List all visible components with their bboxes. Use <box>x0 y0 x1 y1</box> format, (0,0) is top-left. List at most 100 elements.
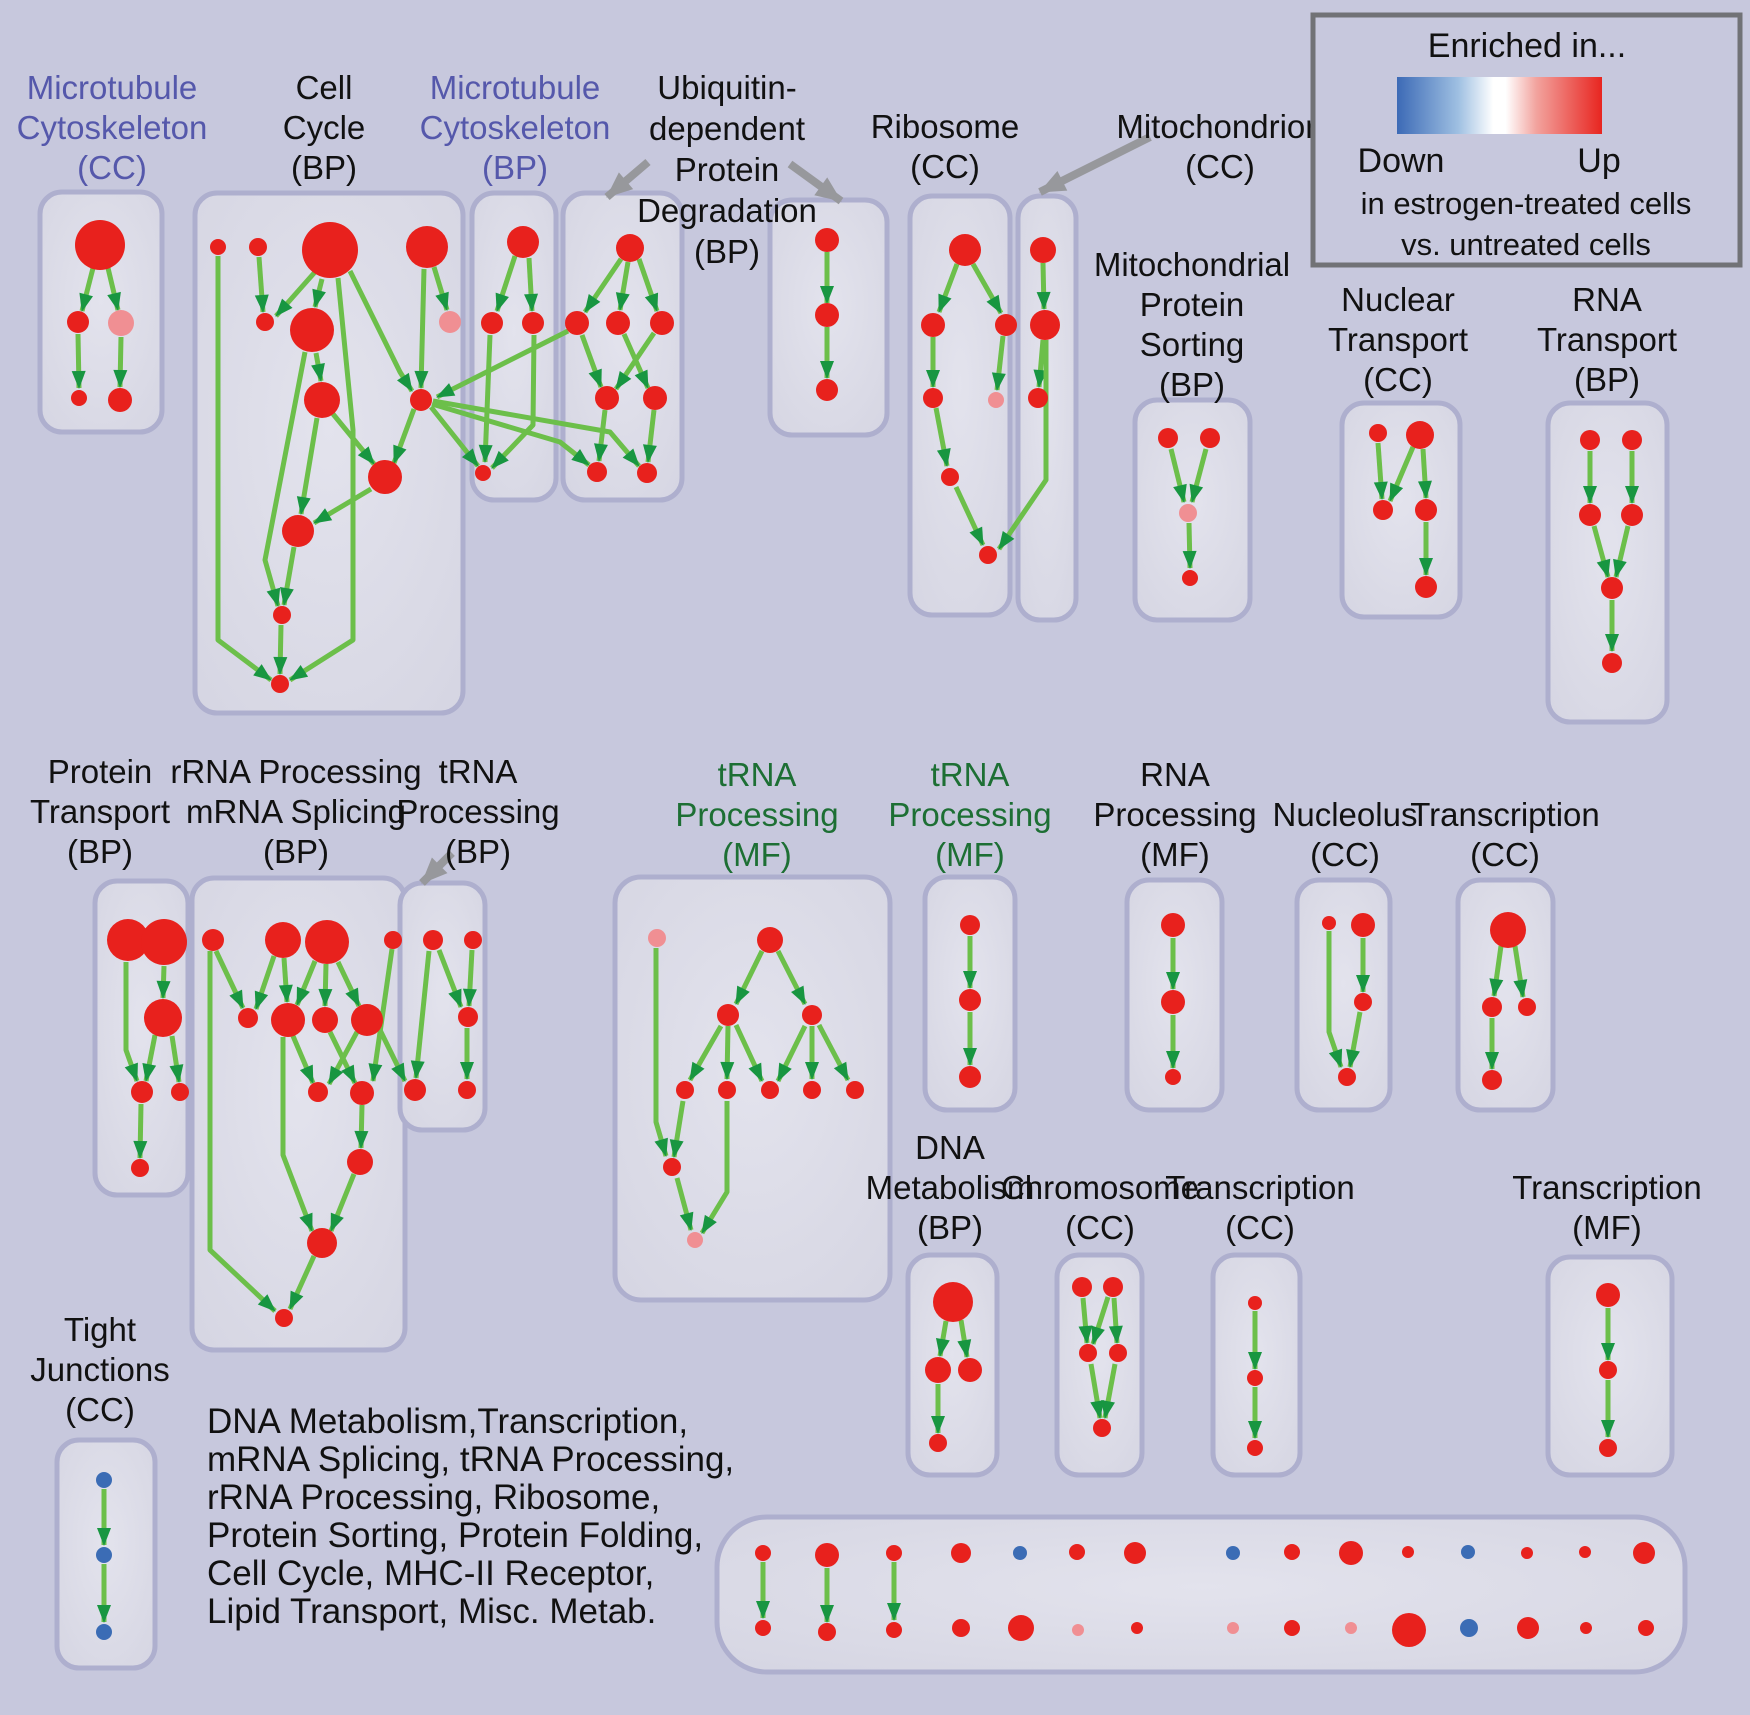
go-edge-arrow <box>957 1319 972 1358</box>
cluster-box-chromosome-cc <box>1054 1252 1145 1478</box>
go-term-node-red <box>507 226 539 258</box>
go-term-node-red <box>107 919 149 961</box>
go-term-node-red <box>108 388 132 412</box>
go-edge-arrow <box>318 963 333 1007</box>
go-term-node-pink <box>1345 1622 1357 1634</box>
go-term-node-red <box>1131 1622 1143 1634</box>
cluster-label-ribosome-cc: Ribosome (CC) <box>871 108 1020 185</box>
go-term-node-red <box>1247 1370 1263 1386</box>
go-term-node-red <box>958 1358 982 1382</box>
go-term-node-red <box>350 1081 374 1105</box>
cluster-label-protein-transport-bp: Protein Transport (BP) <box>30 753 170 870</box>
go-term-node-red <box>368 460 402 494</box>
go-term-node-red <box>941 468 959 486</box>
go-edge-arrow <box>1182 522 1197 569</box>
go-term-node-red <box>1200 428 1220 448</box>
go-term-node-red <box>818 1623 836 1641</box>
go-edge-arrow <box>273 624 288 675</box>
go-term-node-red <box>1351 913 1375 937</box>
go-edge-arrow <box>775 1024 808 1083</box>
go-edge-arrow <box>699 1101 730 1235</box>
go-edge-arrow <box>279 546 297 606</box>
go-edge-arrow <box>290 1035 316 1084</box>
cluster-label-rrna-processing-mrna-splicing-bp: rRNA Processing mRNA Splicing (BP) <box>170 753 421 870</box>
go-edge-arrow <box>113 336 128 388</box>
go-term-node-red <box>275 1309 293 1327</box>
go-term-node-pink <box>648 929 666 947</box>
go-term-node-red <box>210 239 226 255</box>
go-edge-arrow <box>674 1177 694 1231</box>
go-term-node-pink <box>1072 1624 1084 1636</box>
go-edge-arrow <box>1512 945 1528 998</box>
go-term-node-red <box>815 228 839 252</box>
go-term-node-red <box>305 920 349 964</box>
go-edge-arrow <box>1373 442 1388 500</box>
go-term-node-blue <box>1460 1619 1478 1637</box>
go-edge-arrow <box>816 1023 851 1082</box>
go-term-node-pink <box>1179 504 1197 522</box>
go-edge-arrow <box>213 949 246 1010</box>
go-edge-arrow <box>436 949 464 1008</box>
go-term-node-red <box>1093 1419 1111 1437</box>
go-term-node-red <box>959 989 981 1011</box>
cluster-label-chromosome-cc: Chromosome (CC) <box>1001 1169 1199 1246</box>
cluster-box-microtubule-cytoskeleton-cc <box>37 189 165 435</box>
cluster-label-tight-junctions-cc: Tight Junctions (CC) <box>30 1311 169 1428</box>
go-edge-arrow <box>1417 448 1432 499</box>
go-edge-arrow <box>312 278 326 308</box>
cluster-label-rna-processing-mf: RNA Processing (MF) <box>1093 756 1256 873</box>
go-term-node-blue <box>96 1624 112 1640</box>
go-term-node-pink <box>687 1232 703 1248</box>
go-edge-arrow <box>123 962 140 1082</box>
go-edge-arrow <box>347 269 415 393</box>
go-term-node-red <box>1248 1296 1262 1310</box>
go-term-node-red <box>1580 430 1600 450</box>
go-term-node-red <box>816 379 838 401</box>
go-term-node-red <box>1369 424 1387 442</box>
go-term-node-red <box>1638 1620 1654 1636</box>
cluster-label-mitochondrion-cc: Mitochondrion (CC) <box>1116 108 1323 185</box>
go-term-node-red <box>803 1081 821 1099</box>
go-edge-arrow <box>615 261 631 311</box>
go-term-node-red <box>718 1081 736 1099</box>
cluster-label-nuclear-transport-cc: Nuclear Transport (CC) <box>1328 281 1468 398</box>
go-edge-arrow <box>1090 1296 1111 1345</box>
go-term-node-red <box>1247 1440 1263 1456</box>
go-term-node-red <box>1599 1439 1617 1457</box>
go-term-node-red <box>1490 912 1526 948</box>
go-term-node-red <box>1103 1277 1123 1297</box>
go-term-node-red <box>1079 1344 1097 1362</box>
go-term-node-red <box>282 515 314 547</box>
go-term-node-blue <box>96 1472 112 1488</box>
go-edge-arrow <box>331 412 376 466</box>
go-term-node-red <box>1579 504 1601 526</box>
go-edge-arrow <box>996 340 1049 551</box>
go-edge-arrow <box>280 1037 315 1232</box>
go-term-node-red <box>1579 1546 1591 1558</box>
go-term-node-red <box>1008 1615 1034 1641</box>
go-term-node-red <box>475 465 491 481</box>
go-edge-arrow <box>294 960 318 1006</box>
go-term-node-red <box>423 930 443 950</box>
go-edge-arrow <box>775 949 808 1006</box>
misc-terms-note: DNA Metabolism,Transcription, mRNA Splici… <box>207 1402 734 1631</box>
go-edge-arrow <box>936 263 960 313</box>
go-term-node-red <box>951 1543 971 1563</box>
go-term-node-red <box>1599 1361 1617 1379</box>
go-term-node-red <box>1322 916 1336 930</box>
go-term-node-red <box>1354 993 1372 1011</box>
go-term-node-red <box>464 931 482 949</box>
go-edge-arrow <box>933 407 951 467</box>
go-edge-arrow <box>215 256 273 682</box>
go-term-node-red <box>1028 388 1048 408</box>
go-term-node-red <box>522 312 544 334</box>
go-term-node-red <box>307 1228 337 1258</box>
go-term-node-red <box>67 311 89 333</box>
go-edge-arrow <box>133 1103 148 1159</box>
go-term-node-red <box>921 313 945 337</box>
go-edge-arrow <box>1088 1363 1105 1419</box>
go-term-node-red <box>1373 500 1393 520</box>
go-term-node-red <box>256 313 274 331</box>
